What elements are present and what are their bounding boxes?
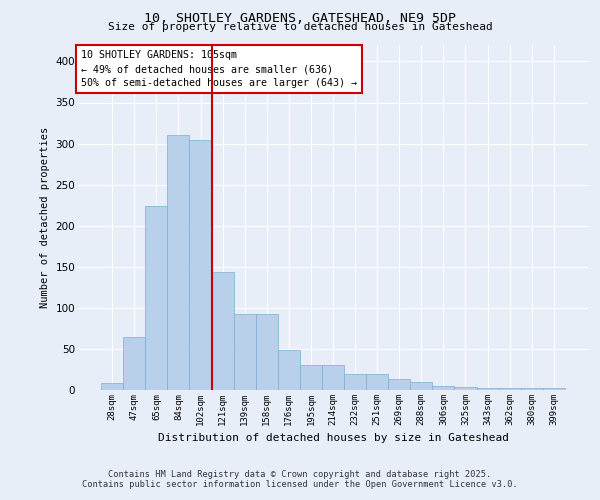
Text: Size of property relative to detached houses in Gateshead: Size of property relative to detached ho… [107, 22, 493, 32]
Bar [300, 364, 322, 390]
Bar [476, 388, 499, 390]
Bar [454, 386, 476, 390]
Text: Contains HM Land Registry data © Crown copyright and database right 2025.
Contai: Contains HM Land Registry data © Crown c… [82, 470, 518, 489]
Text: 10, SHOTLEY GARDENS, GATESHEAD, NE9 5DP: 10, SHOTLEY GARDENS, GATESHEAD, NE9 5DP [144, 12, 456, 24]
Bar [212, 272, 233, 390]
Bar [521, 388, 543, 390]
Bar [388, 378, 410, 390]
Bar [499, 388, 521, 390]
X-axis label: Distribution of detached houses by size in Gateshead: Distribution of detached houses by size … [157, 434, 509, 444]
Bar [366, 374, 388, 390]
Bar [410, 382, 433, 390]
Bar [145, 206, 167, 390]
Bar [278, 350, 300, 390]
Bar [123, 336, 145, 390]
Bar [167, 134, 190, 390]
Bar [543, 388, 565, 390]
Y-axis label: Number of detached properties: Number of detached properties [40, 127, 50, 308]
Bar [256, 314, 278, 390]
Text: 10 SHOTLEY GARDENS: 105sqm
← 49% of detached houses are smaller (636)
50% of sem: 10 SHOTLEY GARDENS: 105sqm ← 49% of deta… [80, 50, 356, 88]
Bar [322, 364, 344, 390]
Bar [344, 374, 366, 390]
Bar [190, 140, 212, 390]
Bar [233, 314, 256, 390]
Bar [101, 382, 123, 390]
Bar [433, 386, 454, 390]
